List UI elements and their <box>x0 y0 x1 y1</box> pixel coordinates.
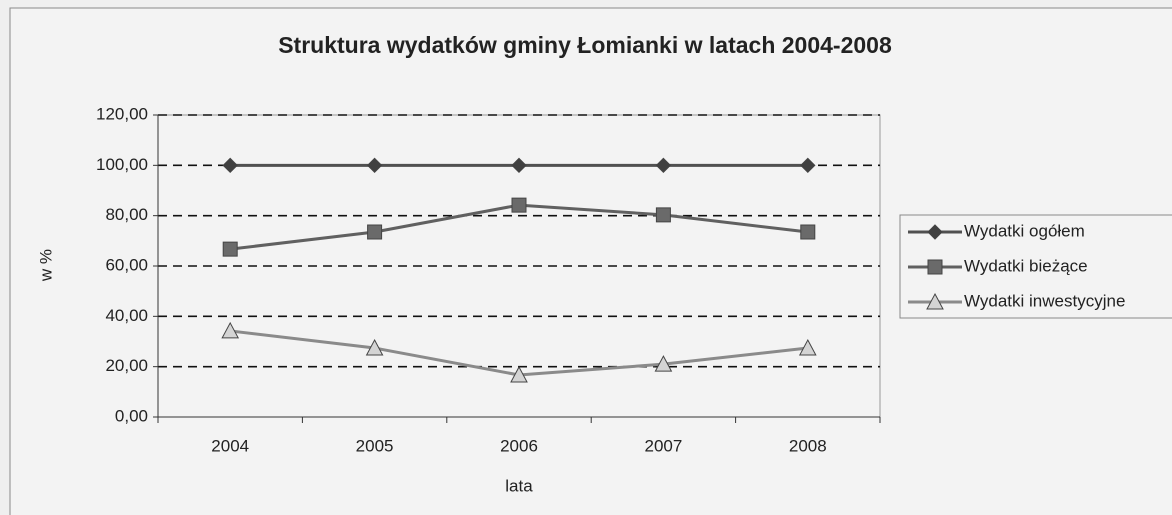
marker <box>510 365 528 383</box>
marker <box>221 321 240 339</box>
marker <box>365 338 384 356</box>
legend-label: Wydatki ogółem <box>964 221 1085 240</box>
marker <box>655 207 671 223</box>
marker <box>367 224 383 240</box>
marker <box>654 355 673 372</box>
marker <box>926 292 944 310</box>
marker <box>511 197 527 213</box>
y-tick-label: 0,00 <box>115 406 148 425</box>
marker <box>655 157 672 174</box>
marker <box>927 224 943 240</box>
marker <box>800 157 816 174</box>
x-tick-label: 2008 <box>789 436 827 455</box>
marker <box>798 338 817 356</box>
y-axis-label: w % <box>36 249 55 282</box>
legend-label: Wydatki bieżące <box>964 256 1088 275</box>
y-tick-label: 100,00 <box>96 155 148 174</box>
marker <box>927 259 943 275</box>
marker <box>222 241 238 257</box>
y-tick-label: 80,00 <box>105 205 148 224</box>
marker <box>222 157 238 174</box>
x-tick-label: 2005 <box>356 436 394 455</box>
x-tick-label: 2007 <box>644 436 682 455</box>
x-tick-label: 2004 <box>211 436 249 455</box>
y-tick-label: 20,00 <box>105 356 148 375</box>
x-tick-label: 2006 <box>500 436 538 455</box>
x-axis-label: lata <box>505 476 533 495</box>
y-tick-label: 40,00 <box>105 306 148 325</box>
legend-label: Wydatki inwestycyjne <box>964 291 1125 310</box>
y-tick-label: 60,00 <box>105 255 148 274</box>
marker <box>800 224 816 240</box>
marker <box>366 157 383 174</box>
marker <box>511 157 527 174</box>
chart-title: Struktura wydatków gminy Łomianki w lata… <box>278 32 892 58</box>
y-tick-label: 120,00 <box>96 104 148 123</box>
